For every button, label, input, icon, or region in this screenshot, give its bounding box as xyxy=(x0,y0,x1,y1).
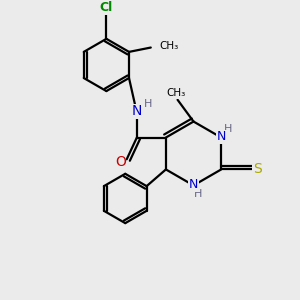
Text: N: N xyxy=(189,178,198,191)
Text: CH₃: CH₃ xyxy=(160,41,179,51)
Text: N: N xyxy=(217,130,226,143)
Text: H: H xyxy=(224,124,232,134)
Text: H: H xyxy=(144,99,152,109)
Text: O: O xyxy=(115,155,126,169)
Text: S: S xyxy=(253,162,262,176)
Text: H: H xyxy=(194,188,202,199)
Text: CH₃: CH₃ xyxy=(167,88,186,98)
Text: N: N xyxy=(132,104,142,118)
Text: Cl: Cl xyxy=(100,1,113,14)
